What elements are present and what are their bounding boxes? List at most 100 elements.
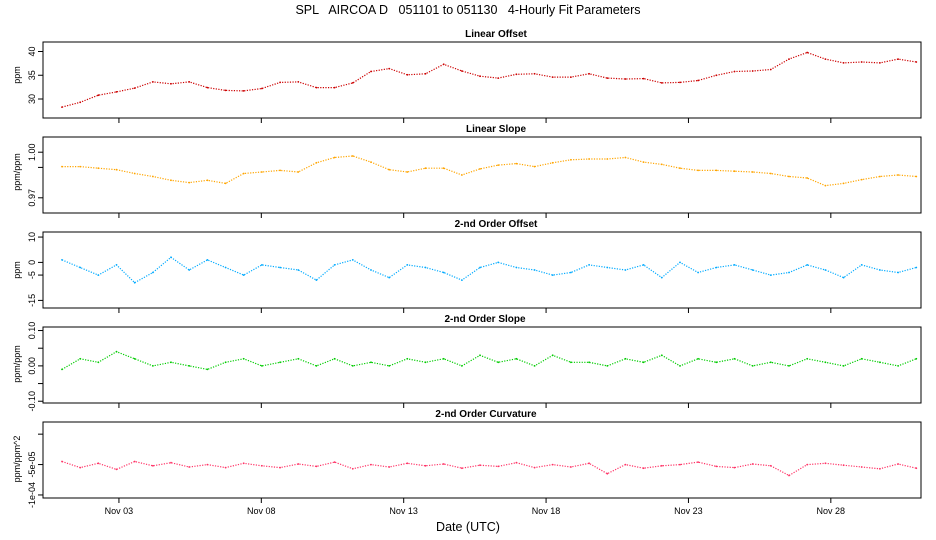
- panel-title: 2-nd Order Slope: [444, 314, 526, 325]
- plot-frame: [42, 231, 922, 309]
- data-point: [315, 465, 318, 468]
- data-point: [897, 463, 899, 465]
- y-tick-label: 0.10: [27, 322, 37, 340]
- data-point: [751, 365, 754, 367]
- data-point: [351, 365, 354, 367]
- data-point: [224, 182, 227, 185]
- series-points: [61, 350, 918, 371]
- data-point: [224, 89, 227, 92]
- data-point: [97, 274, 100, 276]
- data-point: [533, 165, 536, 168]
- data-point: [424, 361, 427, 364]
- data-point: [660, 354, 663, 357]
- x-tick-label: Nov 13: [389, 506, 418, 516]
- data-point: [315, 161, 318, 164]
- data-point: [860, 178, 863, 181]
- data-point: [697, 357, 699, 360]
- panel-2nd-order-curvature: 2-nd Order Curvature ppm/ppm^2 -1e-04 -5e…: [12, 409, 922, 516]
- data-point: [351, 155, 354, 157]
- data-point: [97, 94, 100, 97]
- data-point: [879, 361, 881, 364]
- data-point: [242, 172, 245, 175]
- data-point: [642, 161, 645, 164]
- data-point: [442, 271, 445, 274]
- data-point: [660, 82, 663, 84]
- series-points: [61, 51, 918, 108]
- data-point: [261, 87, 263, 90]
- data-point: [315, 86, 318, 89]
- data-point: [188, 81, 191, 83]
- data-point: [769, 361, 772, 364]
- data-point: [170, 256, 172, 259]
- data-point: [333, 461, 336, 463]
- data-point: [842, 62, 845, 64]
- data-point: [769, 274, 772, 276]
- y-axis: -0.10 0.00 0.10: [27, 322, 43, 411]
- data-point: [206, 86, 209, 89]
- data-point: [297, 81, 300, 83]
- data-point: [733, 70, 736, 73]
- data-point: [188, 269, 191, 271]
- data-point: [897, 174, 899, 176]
- data-point: [479, 354, 481, 357]
- data-point: [424, 72, 427, 75]
- x-tick-label: Nov 03: [105, 506, 134, 516]
- y-tick-label: 0: [27, 260, 37, 265]
- data-point: [133, 357, 136, 360]
- data-point: [170, 179, 172, 182]
- y-axis-label: ppm/ppm: [12, 153, 22, 191]
- panel-title: 2-nd Order Offset: [455, 219, 538, 230]
- data-point: [333, 357, 336, 360]
- data-point: [61, 259, 63, 261]
- data-point: [370, 463, 372, 466]
- data-point: [733, 357, 736, 360]
- data-point: [515, 266, 518, 269]
- x-axis: [118, 213, 832, 218]
- data-point: [315, 365, 318, 367]
- data-point: [679, 167, 681, 170]
- data-point: [424, 266, 427, 269]
- data-point: [860, 466, 863, 468]
- y-tick-label: -5e-05: [27, 452, 37, 478]
- data-point: [351, 82, 354, 84]
- data-point: [461, 70, 463, 72]
- y-axis-label: ppm: [12, 66, 22, 84]
- data-point: [461, 174, 463, 176]
- data-point: [915, 175, 918, 178]
- data-point: [242, 462, 245, 465]
- data-point: [424, 167, 427, 170]
- data-point: [152, 81, 154, 83]
- data-point: [388, 276, 391, 279]
- data-point: [79, 466, 82, 469]
- y-axis-label: ppm: [12, 261, 22, 279]
- data-point: [679, 463, 681, 466]
- data-point: [642, 467, 645, 470]
- data-point: [733, 466, 736, 469]
- y-tick-label: 10: [27, 232, 37, 242]
- data-point: [170, 82, 172, 85]
- x-tick-label: Nov 23: [674, 506, 703, 516]
- panel-2nd-order-offset: 2-nd Order Offset ppm -15 -5 0 10: [12, 219, 922, 313]
- data-point: [715, 361, 718, 364]
- data-point: [224, 466, 227, 469]
- data-point: [824, 184, 827, 187]
- x-axis: [118, 308, 832, 313]
- data-point: [751, 269, 754, 271]
- data-point: [115, 350, 118, 353]
- data-point: [842, 182, 845, 185]
- y-axis: -1e-04 -5e-05: [27, 433, 43, 508]
- data-point: [515, 357, 518, 360]
- data-point: [370, 70, 372, 73]
- x-tick-label: Nov 18: [532, 506, 561, 516]
- data-point: [915, 357, 918, 360]
- data-point: [788, 271, 790, 274]
- data-point: [624, 269, 627, 271]
- data-point: [388, 365, 391, 367]
- series-points: [61, 460, 918, 477]
- data-point: [370, 361, 372, 364]
- data-point: [497, 361, 500, 364]
- data-point: [442, 167, 445, 170]
- data-point: [279, 266, 281, 269]
- data-point: [115, 168, 118, 171]
